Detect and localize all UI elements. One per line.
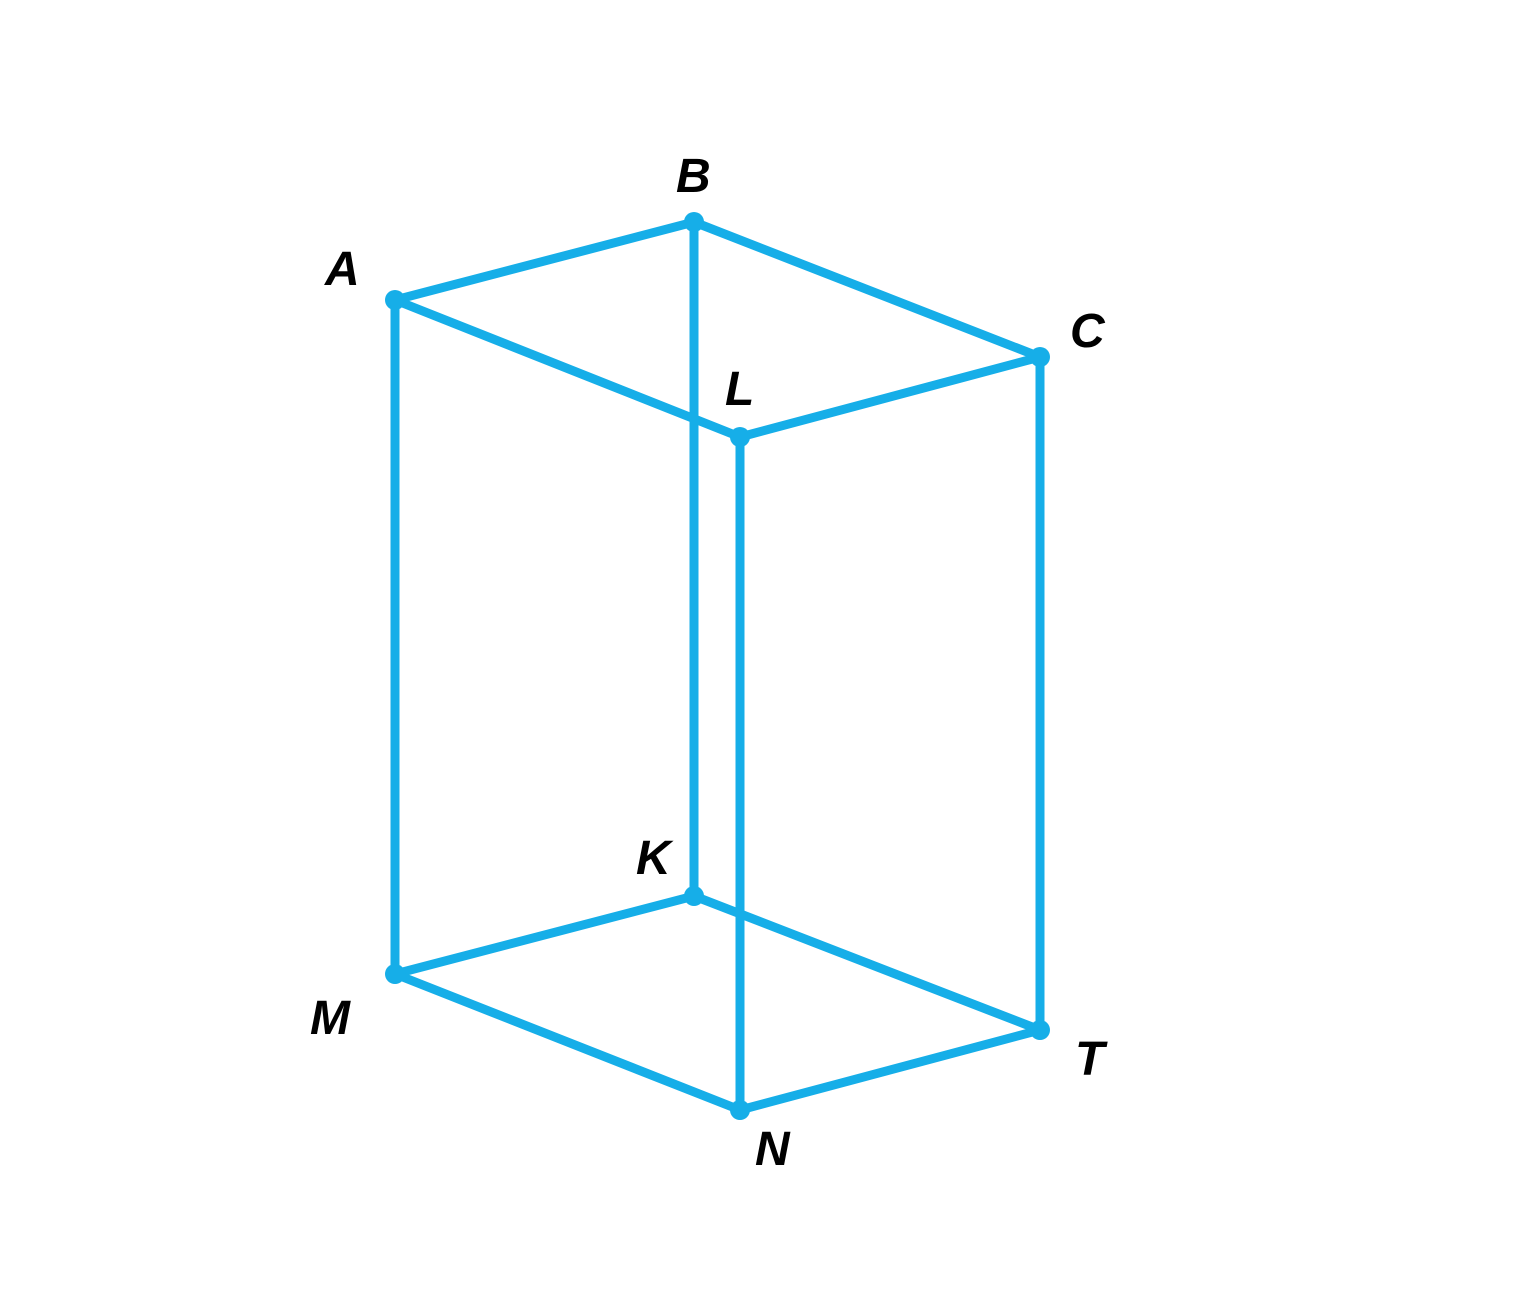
vertex-label-B: B: [676, 150, 711, 203]
vertex-point-L: [730, 427, 750, 447]
vertex-label-K: K: [636, 832, 674, 885]
edge-A-B: [395, 222, 694, 300]
points-layer: [385, 212, 1050, 1120]
vertex-label-M: M: [310, 992, 351, 1045]
edge-T-N: [740, 1030, 1040, 1110]
vertex-point-A: [385, 290, 405, 310]
vertex-point-T: [1030, 1020, 1050, 1040]
vertex-label-A: A: [324, 243, 360, 296]
edge-C-L: [740, 357, 1040, 437]
edge-M-K: [395, 896, 694, 974]
vertex-label-N: N: [755, 1123, 791, 1176]
edge-B-C: [694, 222, 1040, 357]
edges-layer: [395, 222, 1040, 1110]
vertex-point-K: [684, 886, 704, 906]
vertex-point-M: [385, 964, 405, 984]
prism-diagram: A B C L M K T N: [0, 0, 1536, 1314]
edge-K-T: [694, 896, 1040, 1030]
edge-L-A: [395, 300, 740, 437]
vertex-label-L: L: [725, 363, 754, 416]
vertex-point-N: [730, 1100, 750, 1120]
vertex-label-T: T: [1075, 1033, 1108, 1086]
vertex-point-B: [684, 212, 704, 232]
edge-N-M: [395, 974, 740, 1110]
labels-layer: A B C L M K T N: [310, 150, 1108, 1176]
vertex-point-C: [1030, 347, 1050, 367]
vertex-label-C: C: [1070, 305, 1106, 358]
